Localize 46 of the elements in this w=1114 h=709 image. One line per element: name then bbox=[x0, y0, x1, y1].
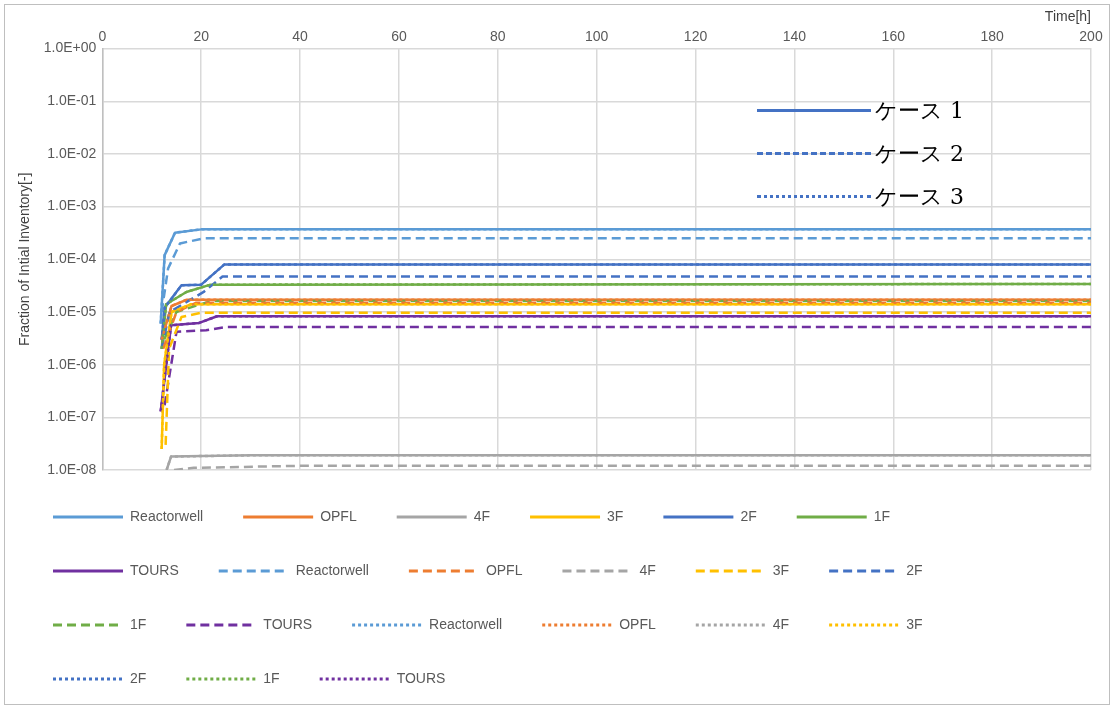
x-tick-label: 60 bbox=[391, 28, 407, 45]
legend-label: TOURS bbox=[130, 561, 179, 578]
y-tick-label: 1.0E-08 bbox=[47, 460, 97, 477]
x-tick-label: 100 bbox=[584, 28, 609, 45]
legend-label: 3F bbox=[906, 615, 923, 632]
x-tick-label: 0 bbox=[98, 28, 107, 45]
x-tick-label: 40 bbox=[292, 28, 309, 45]
legend-label: 4F bbox=[772, 615, 790, 632]
legend-label: 3F bbox=[607, 507, 624, 524]
legend-label: 3F bbox=[772, 561, 790, 578]
y-tick-label: 1.0E+00 bbox=[43, 39, 97, 56]
legend-label: 1F bbox=[263, 669, 280, 686]
y-tick-label: 1.0E-04 bbox=[47, 250, 97, 267]
legend-label: 2F bbox=[906, 561, 923, 578]
y-axis-title: Fraction of Intial Inventory[-] bbox=[16, 172, 33, 347]
x-tick-label: 20 bbox=[193, 28, 210, 45]
legend-label: 4F bbox=[639, 561, 656, 578]
x-tick-label: 140 bbox=[782, 28, 807, 45]
x-tick-label: 160 bbox=[881, 28, 906, 45]
annotation: ケース 1 bbox=[875, 96, 964, 125]
legend-label: Reactorwell bbox=[130, 507, 204, 524]
legend-label: TOURS bbox=[396, 669, 446, 686]
legend-label: Reactorwell bbox=[429, 615, 503, 632]
legend-label: 1F bbox=[130, 615, 147, 632]
legend-label: Reactorwell bbox=[295, 561, 369, 578]
x-axis-title: Time[h] bbox=[1044, 8, 1091, 25]
y-tick-label: 1.0E-06 bbox=[47, 355, 97, 372]
annotation: ケース 3 bbox=[875, 182, 964, 211]
y-tick-label: 1.0E-03 bbox=[47, 197, 97, 214]
y-tick-label: 1.0E-01 bbox=[47, 92, 97, 109]
legend-label: 1F bbox=[873, 507, 891, 524]
legend-label: OPFL bbox=[485, 561, 523, 578]
annotation: ケース 2 bbox=[875, 139, 964, 168]
y-tick-label: 1.0E-05 bbox=[47, 302, 97, 319]
y-tick-label: 1.0E-02 bbox=[47, 144, 97, 161]
x-tick-label: 200 bbox=[1079, 28, 1103, 45]
legend-label: 4F bbox=[473, 507, 491, 524]
y-tick-label: 1.0E-07 bbox=[47, 408, 97, 425]
x-tick-label: 180 bbox=[980, 28, 1005, 45]
legend-label: 2F bbox=[130, 669, 147, 686]
legend-label: 2F bbox=[740, 507, 757, 524]
legend-label: TOURS bbox=[263, 615, 313, 632]
x-tick-label: 80 bbox=[490, 28, 506, 45]
legend-label: OPFL bbox=[619, 615, 656, 632]
legend-label: OPFL bbox=[320, 507, 357, 524]
x-tick-label: 120 bbox=[683, 28, 708, 45]
